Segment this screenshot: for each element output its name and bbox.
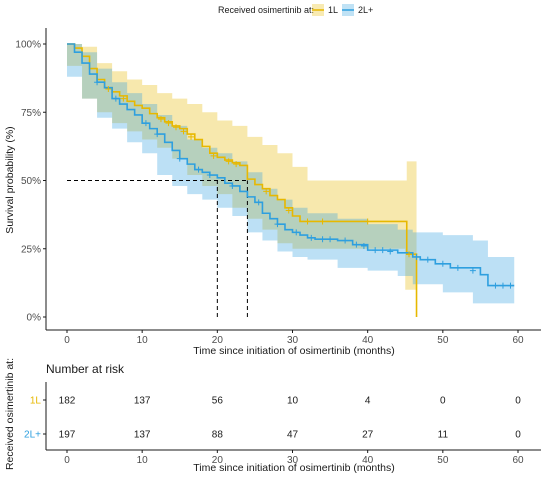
risk-count-1L: 137 [134, 396, 151, 407]
risk-count-1L: 0 [440, 396, 446, 407]
censor-mark-1L [304, 218, 311, 225]
censor-mark-1L [319, 218, 326, 225]
censor-mark-1L [364, 218, 371, 225]
risk-row-label-2L+: 2L+ [24, 430, 41, 441]
y-tick-label: 50% [21, 176, 41, 187]
x-axis-title: Time since initiation of osimertinib (mo… [193, 345, 395, 357]
legend-title: Received osimertinib at: [218, 5, 314, 15]
censor-mark-1L [172, 124, 179, 131]
censor-mark-2L+ [142, 120, 149, 127]
censor-mark-2L+ [229, 182, 236, 189]
censor-mark-2L+ [195, 166, 202, 173]
y-tick-label: 25% [21, 244, 41, 255]
x-tick-label: 50 [437, 335, 449, 346]
censor-mark-1L [263, 188, 270, 195]
censor-mark-1L [120, 95, 127, 102]
risk-table-x-title: Time since initiation of osimertinib (mo… [193, 462, 395, 474]
censor-mark-2L+ [387, 248, 394, 255]
censor-mark-1L [157, 116, 164, 123]
risk-row-label-1L: 1L [30, 396, 42, 407]
risk-count-1L: 10 [287, 396, 299, 407]
risk-x-tick-label: 0 [64, 455, 70, 466]
risk-x-tick-label: 40 [362, 455, 374, 466]
censor-mark-2L+ [327, 236, 334, 243]
censor-mark-2L+ [255, 199, 262, 206]
censor-mark-2L+ [112, 95, 119, 102]
censor-mark-1L [180, 128, 187, 135]
censor-mark-2L+ [454, 264, 461, 271]
censor-mark-2L+ [94, 79, 101, 86]
censor-mark-1L [285, 207, 292, 214]
censor-mark-1L [406, 251, 413, 258]
risk-count-2L+: 88 [212, 430, 224, 441]
legend: Received osimertinib at: 1L 2L+ [218, 4, 373, 16]
risk-count-2L+: 47 [287, 430, 299, 441]
censor-mark-1L [233, 161, 240, 168]
y-tick-label: 75% [21, 108, 41, 119]
censor-mark-2L+ [206, 172, 213, 179]
y-tick-label: 100% [15, 40, 41, 51]
risk-count-1L: 0 [515, 396, 521, 407]
censor-mark-2L+ [499, 282, 506, 289]
censor-mark-2L+ [469, 267, 476, 274]
censor-mark-2L+ [379, 247, 386, 254]
x-tick-label: 0 [64, 335, 70, 346]
x-tick-label: 40 [362, 335, 374, 346]
risk-count-2L+: 197 [59, 430, 76, 441]
risk-count-1L: 182 [59, 396, 76, 407]
censor-mark-1L [225, 158, 232, 165]
ci-band-1L [67, 44, 417, 290]
censor-mark-2L+ [154, 131, 161, 138]
censor-mark-2L+ [507, 282, 514, 289]
x-tick-label: 30 [287, 335, 299, 346]
censor-mark-2L+ [308, 234, 315, 241]
risk-x-tick-label: 30 [287, 455, 299, 466]
risk-count-1L: 56 [212, 396, 224, 407]
censor-mark-1L [105, 86, 112, 93]
median-lines [67, 180, 248, 317]
risk-count-2L+: 0 [515, 430, 521, 441]
censor-mark-2L+ [424, 256, 431, 263]
risk-x-tick-label: 10 [137, 455, 149, 466]
risk-table-title: Number at risk [46, 362, 125, 376]
risk-count-1L: 4 [365, 396, 371, 407]
risk-x-tick-label: 60 [512, 455, 524, 466]
censor-mark-1L [210, 152, 217, 159]
censor-mark-2L+ [319, 236, 326, 243]
censor-mark-2L+ [176, 155, 183, 162]
legend-label-2L+: 2L+ [358, 5, 373, 15]
x-tick-label: 10 [137, 335, 149, 346]
censor-mark-2L+ [360, 243, 367, 250]
risk-table: Number at risk Received osimertinib at: … [4, 358, 541, 474]
y-axis-title: Survival probability (%) [4, 126, 16, 233]
risk-count-2L+: 137 [134, 430, 151, 441]
censor-mark-2L+ [342, 237, 349, 244]
censor-mark-2L+ [353, 241, 360, 248]
risk-x-tick-label: 20 [212, 455, 224, 466]
censor-marks [94, 79, 514, 289]
ci-band-2L+ [67, 44, 515, 304]
legend-label-1L: 1L [328, 5, 338, 15]
censor-mark-2L+ [439, 260, 446, 267]
risk-count-2L+: 11 [438, 430, 449, 441]
x-tick-label: 20 [212, 335, 224, 346]
confidence-bands [67, 44, 515, 304]
censor-mark-2L+ [372, 247, 379, 254]
censor-mark-2L+ [413, 253, 420, 260]
censor-mark-2L+ [274, 221, 281, 228]
risk-count-2L+: 27 [362, 430, 374, 441]
y-tick-label: 0% [27, 313, 42, 324]
risk-table-y-title: Received osimertinib at: [4, 358, 16, 470]
plot-area: 100% 75% 50% 25% 0% 0 10 20 30 40 50 60 [15, 28, 541, 346]
axes: 100% 75% 50% 25% 0% 0 10 20 30 40 50 60 [15, 28, 541, 346]
censor-mark-1L [188, 133, 195, 140]
x-tick-label: 60 [512, 335, 524, 346]
censor-mark-1L [165, 120, 172, 127]
censor-mark-2L+ [293, 229, 300, 236]
censor-mark-2L+ [492, 282, 499, 289]
risk-x-tick-label: 50 [437, 455, 449, 466]
